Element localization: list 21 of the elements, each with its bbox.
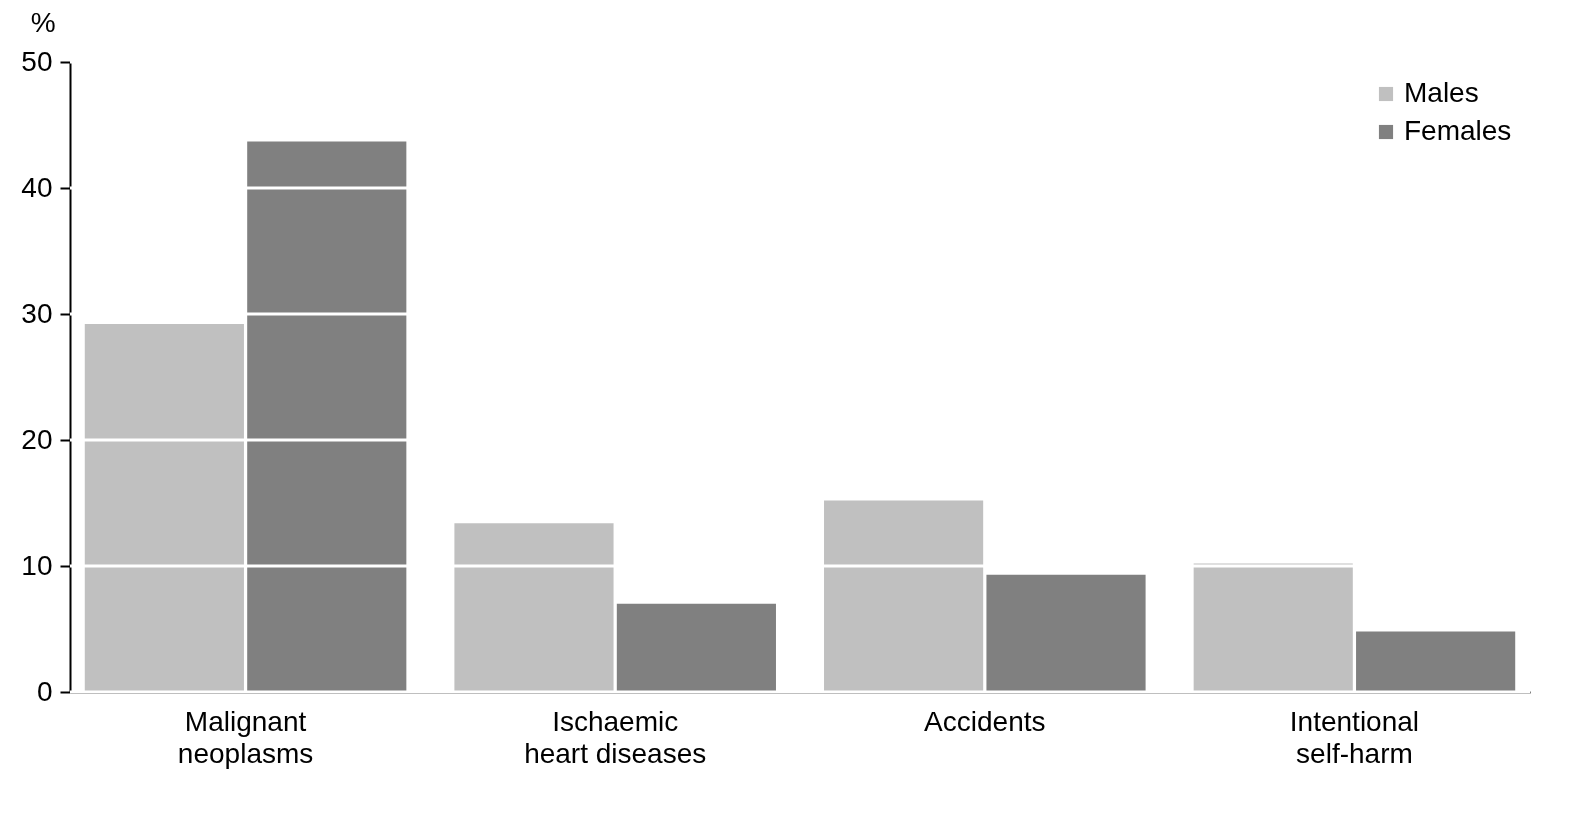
bar — [824, 500, 984, 692]
legend-label: Males — [1404, 77, 1479, 108]
x-tick-label: Intentional self-harm — [1289, 705, 1420, 769]
x-tick-label: Accidents — [924, 705, 1046, 737]
bar — [247, 141, 407, 692]
bar — [986, 574, 1146, 692]
legend-label: Females — [1404, 115, 1512, 146]
bar — [1193, 563, 1353, 692]
bar — [616, 603, 776, 692]
x-tick-label: Malignant neoplasms — [177, 705, 314, 769]
x-tick-label: Ischaemic heart diseases — [524, 705, 707, 769]
y-tick-label: 40 — [21, 171, 53, 203]
y-tick-label: 10 — [21, 549, 53, 581]
bar — [454, 523, 614, 692]
y-axis-title: % — [30, 7, 56, 38]
bar — [84, 324, 244, 692]
y-tick-label: 20 — [21, 423, 53, 455]
y-tick-label: 30 — [21, 297, 53, 329]
y-tick-label: 50 — [21, 45, 53, 77]
bar — [1356, 631, 1516, 692]
y-tick-label: 0 — [36, 675, 53, 707]
